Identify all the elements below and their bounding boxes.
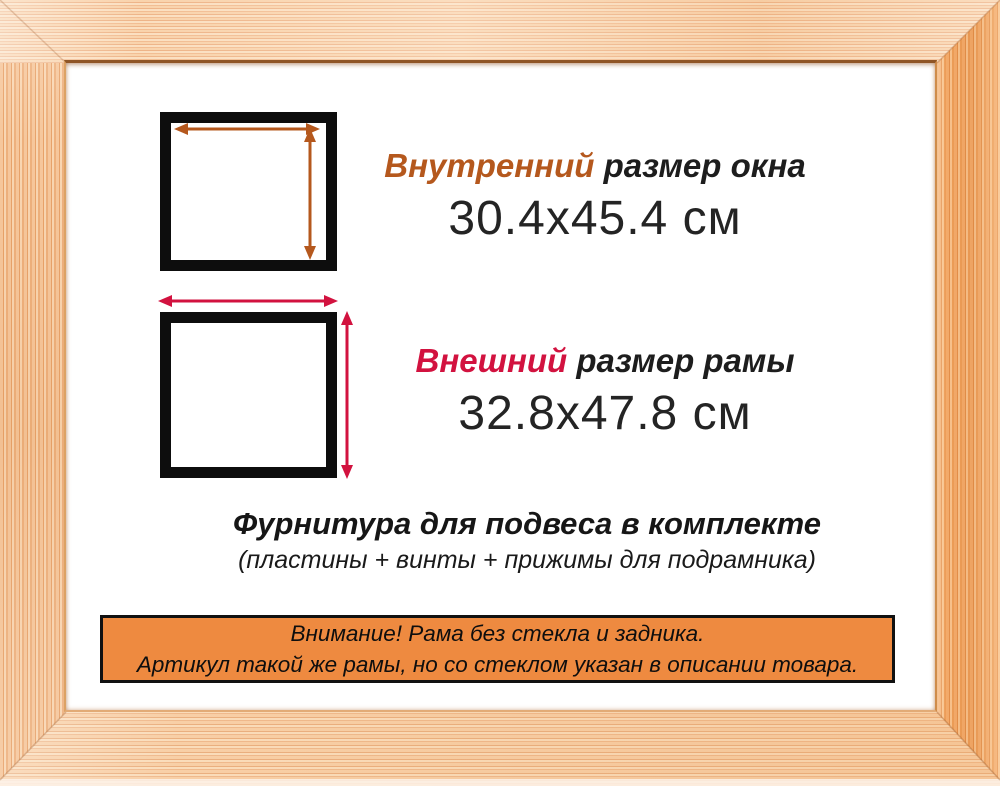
inner-size-label-accent: Внутренний: [384, 147, 595, 184]
outer-size-label-rest: размер рамы: [567, 342, 795, 379]
outer-size-block: Внешний размер рамы 32.8x47.8 см: [350, 342, 860, 441]
hardware-subtitle: (пластины + винты + прижимы для подрамни…: [238, 546, 816, 574]
inner-size-value: 30.4x45.4 см: [448, 191, 742, 245]
inner-size-block: Внутренний размер окна 30.4x45.4 см: [340, 147, 850, 246]
wood-frame-top-rail: [0, 0, 1000, 63]
outer-width-arrow-icon: [158, 295, 338, 307]
wood-frame-left-rail: [0, 63, 66, 780]
outer-height-arrow-icon: [341, 311, 353, 479]
photo-bottom-edge: [0, 779, 1000, 786]
notice-banner: Внимание! Рама без стекла и задника. Арт…: [100, 615, 895, 683]
wood-frame-right-rail: [937, 0, 1000, 786]
notice-line-1: Внимание! Рама без стекла и задника.: [290, 620, 705, 646]
outer-size-diagram-square: [160, 312, 337, 478]
outer-size-label: Внешний размер рамы: [350, 342, 860, 380]
inner-size-diagram-square: [160, 112, 337, 271]
inner-size-label: Внутренний размер окна: [340, 147, 850, 185]
notice-line-2: Артикул такой же рамы, но со стеклом ука…: [136, 652, 859, 677]
inner-height-arrow-icon: [304, 128, 316, 260]
inner-width-arrow-icon: [174, 123, 320, 135]
hardware-title: Фурнитура для подвеса в комплекте: [233, 506, 821, 541]
inner-size-label-rest: размер окна: [594, 147, 806, 184]
wood-frame-bottom-rail: [0, 712, 1000, 786]
outer-size-label-accent: Внешний: [415, 342, 568, 379]
outer-size-value: 32.8x47.8 см: [458, 386, 752, 440]
